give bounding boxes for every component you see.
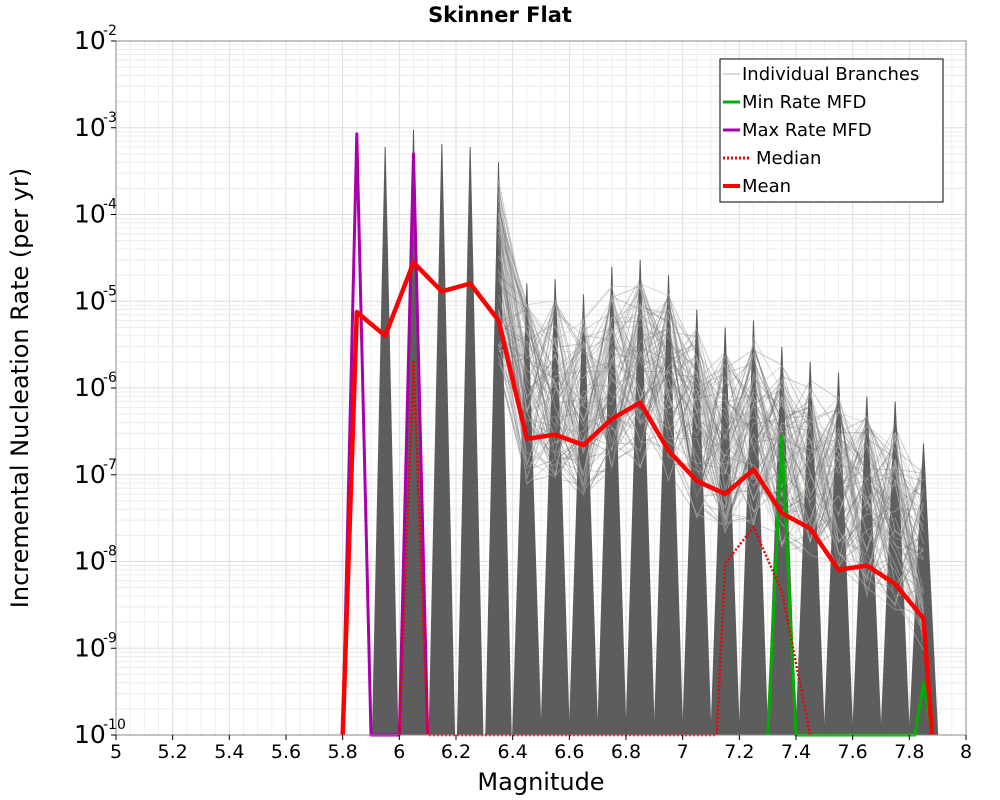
- y-tick-exponent: -7: [103, 457, 117, 473]
- y-tick-exponent: -2: [103, 23, 117, 39]
- x-tick-label: 5.8: [328, 741, 358, 763]
- branch-line: [498, 222, 924, 592]
- branch-line: [498, 290, 924, 641]
- branch-line: [498, 315, 924, 591]
- branch-line: [498, 321, 924, 611]
- branch-line: [498, 224, 924, 620]
- branch-line: [498, 276, 924, 551]
- x-tick-label: 5: [110, 741, 122, 763]
- branch-line: [498, 205, 924, 607]
- branch-line: [498, 294, 924, 628]
- x-tick-label: 6.2: [441, 741, 471, 763]
- x-tick-label: 6.4: [498, 741, 528, 763]
- y-tick-label: 10: [74, 720, 106, 749]
- y-tick-exponent: -6: [103, 370, 117, 386]
- branch-line: [498, 295, 924, 560]
- branch-line: [498, 300, 924, 557]
- chart-title: Skinner Flat: [428, 3, 572, 27]
- x-tick-label: 5.6: [271, 741, 301, 763]
- branch-line: [498, 203, 924, 611]
- y-tick-label: 10: [74, 633, 106, 662]
- legend-label: Min Rate MFD: [742, 92, 866, 113]
- legend-label: Mean: [742, 176, 791, 197]
- y-axis-label: Incremental Nucleation Rate (per yr): [6, 168, 34, 608]
- y-tick-label: 10: [74, 460, 106, 489]
- branch-line: [498, 200, 924, 598]
- y-tick-exponent: -9: [103, 630, 117, 646]
- branch-line: [498, 272, 924, 540]
- x-tick-label: 7.4: [781, 741, 811, 763]
- branch-line: [498, 294, 924, 557]
- y-tick-exponent: -5: [103, 283, 117, 299]
- branch-line: [498, 199, 924, 634]
- legend-label: Max Rate MFD: [742, 120, 872, 141]
- branch-line: [498, 256, 924, 584]
- branch-line: [498, 224, 924, 615]
- series-median: [398, 360, 812, 737]
- x-tick-label: 7: [677, 741, 689, 763]
- branch-line: [498, 233, 924, 630]
- x-tick-label: 7.8: [894, 741, 924, 763]
- y-tick-label: 10: [74, 200, 106, 229]
- series-mean: [340, 260, 935, 736]
- x-axis-label: Magnitude: [477, 768, 604, 796]
- y-tick-exponent: -10: [103, 717, 126, 733]
- branch-line: [498, 310, 924, 519]
- x-tick-label: 5.4: [214, 741, 244, 763]
- x-tick-label: 6.6: [554, 741, 584, 763]
- legend-label: Median: [756, 148, 821, 169]
- branch-line: [498, 324, 924, 561]
- branch-line: [498, 311, 924, 608]
- x-tick-label: 5.2: [158, 741, 188, 763]
- branch-line: [498, 231, 924, 543]
- x-tick-label: 8: [960, 741, 972, 763]
- branch-line: [498, 243, 924, 595]
- y-tick-exponent: -8: [103, 544, 117, 560]
- branch-line: [498, 270, 924, 609]
- branch-line: [498, 228, 924, 587]
- x-tick-label: 6.8: [611, 741, 641, 763]
- branch-line: [498, 230, 924, 537]
- branch-line: [498, 303, 924, 622]
- y-tick-label: 10: [74, 373, 106, 402]
- branch-line: [498, 301, 924, 632]
- branch-line: [498, 190, 924, 560]
- x-tick-label: 7.6: [838, 741, 868, 763]
- legend-box: [719, 58, 944, 203]
- y-tick-label: 10: [74, 547, 106, 576]
- legend: Individual Branches Min Rate MFD Max Rate …: [719, 58, 944, 203]
- branch-line: [498, 201, 924, 557]
- branch-line: [498, 247, 924, 607]
- branch-line: [498, 266, 924, 594]
- y-tick-label: 10: [74, 26, 106, 55]
- x-tick-label: 7.2: [724, 741, 754, 763]
- branch-line: [498, 304, 924, 544]
- branch-line: [498, 285, 924, 567]
- legend-label: Individual Branches: [742, 64, 919, 85]
- y-tick-exponent: -3: [103, 110, 117, 126]
- branch-line: [498, 284, 924, 571]
- branch-line: [498, 185, 924, 618]
- y-tick-exponent: -4: [103, 197, 117, 213]
- y-tick-label: 10: [74, 113, 106, 142]
- ticks: 5 5.2 5.4 5.6 5.8 6 6.2 6.4 6.6 6.8 7 7.2 7.4 7.6 7.8 8…: [74, 23, 972, 763]
- y-tick-label: 10: [74, 286, 106, 315]
- branch-line: [498, 187, 924, 551]
- x-tick-label: 6: [393, 741, 405, 763]
- branch-line: [498, 301, 924, 534]
- branch-line: [498, 222, 924, 561]
